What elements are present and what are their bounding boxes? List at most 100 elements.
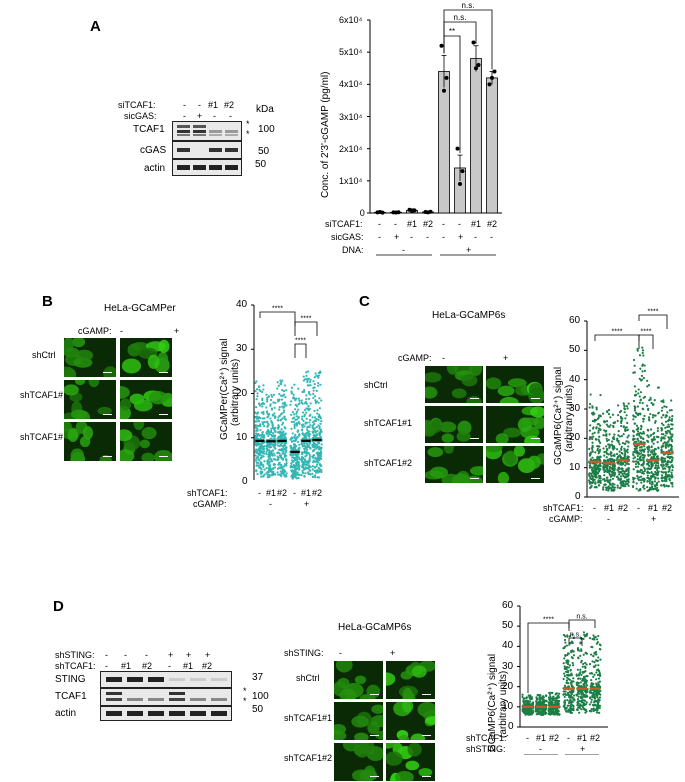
chart-data-point bbox=[279, 454, 283, 457]
chart-data-point bbox=[653, 438, 657, 441]
chart-ytick-label: 20 bbox=[236, 387, 248, 399]
chart-data-point bbox=[300, 451, 303, 454]
chart-data-point bbox=[580, 708, 583, 711]
chart-data-point bbox=[285, 472, 288, 475]
cell-blob bbox=[451, 388, 467, 399]
chart-data-point bbox=[289, 465, 293, 468]
chart-data-point bbox=[584, 666, 587, 669]
chart-data-point bbox=[538, 702, 541, 706]
chart-data-point bbox=[611, 437, 615, 440]
chart-data-point bbox=[584, 675, 587, 678]
chart-data-point bbox=[262, 464, 265, 467]
chart-data-point bbox=[313, 465, 316, 469]
chart-data-point bbox=[283, 455, 286, 458]
chart-data-point bbox=[300, 465, 304, 468]
chart-data-point bbox=[660, 422, 664, 425]
chart-data-point bbox=[295, 415, 298, 418]
chart-data-point bbox=[660, 409, 663, 412]
chart-data-point bbox=[633, 364, 636, 367]
chart-data-point bbox=[638, 446, 642, 449]
cell-blob bbox=[367, 721, 380, 735]
chart-data-point bbox=[284, 432, 287, 435]
chart-a-row-label: DNA: bbox=[342, 245, 364, 255]
chart-data-point bbox=[319, 429, 322, 432]
cell-blob bbox=[360, 743, 375, 754]
chart-data-point bbox=[602, 434, 605, 437]
chart-data-point bbox=[624, 469, 627, 472]
chart-data-point bbox=[260, 441, 263, 444]
chart-data-point bbox=[549, 702, 552, 705]
chart-data-point bbox=[641, 407, 644, 410]
chart-a-x-row2: - bbox=[490, 232, 493, 242]
chart-data-point bbox=[317, 371, 321, 375]
chart-data-point bbox=[308, 418, 312, 422]
chart-data-point bbox=[605, 410, 609, 413]
chart-data-point bbox=[305, 397, 308, 401]
chart-data-point bbox=[588, 447, 591, 451]
chart-data-point bbox=[599, 455, 602, 459]
blot-a-lane-val: - bbox=[213, 111, 216, 121]
chart-data-point bbox=[315, 447, 318, 450]
chart-data-point bbox=[272, 427, 275, 430]
chart-data-point bbox=[593, 697, 597, 700]
chart-a-ytick-label: 0 bbox=[359, 208, 365, 218]
chart-data-point bbox=[607, 489, 610, 492]
chart-data-point bbox=[627, 484, 630, 487]
chart-data-point bbox=[576, 701, 579, 704]
chart-data-point bbox=[671, 414, 674, 418]
chart-data-point bbox=[563, 672, 566, 675]
band-label-actin: actin bbox=[144, 163, 166, 174]
chart-data-point bbox=[575, 674, 578, 677]
chart-data-point bbox=[588, 438, 591, 441]
chart-data-point bbox=[622, 425, 626, 428]
chart-data-point bbox=[584, 680, 587, 683]
band-label-sting: STING bbox=[55, 674, 86, 685]
cell-blob bbox=[139, 439, 150, 449]
chart-data-point bbox=[570, 692, 573, 696]
cell-blob bbox=[486, 446, 503, 453]
chart-data-point bbox=[590, 683, 593, 686]
chart-data-point bbox=[635, 440, 638, 443]
chart-data-point bbox=[564, 641, 567, 644]
chart-data-point bbox=[300, 399, 303, 402]
scale-bar bbox=[370, 775, 379, 777]
chart-data-point bbox=[622, 474, 625, 477]
chart-data-point bbox=[643, 468, 647, 471]
chart-data-point bbox=[282, 411, 285, 414]
chart-data-point bbox=[572, 677, 575, 680]
chart-data-point bbox=[641, 370, 644, 373]
chart-data-point bbox=[655, 455, 659, 458]
chart-data-point bbox=[549, 691, 553, 694]
chart-data-point bbox=[668, 474, 671, 478]
chart-sig-label: **** bbox=[543, 617, 554, 624]
row-label: shTCAF1#1 bbox=[284, 713, 333, 723]
chart-data-point bbox=[567, 652, 570, 655]
chart-data-point bbox=[276, 455, 279, 458]
chart-data-point bbox=[626, 407, 629, 410]
micrograph-cells bbox=[486, 446, 544, 483]
panel-letter-b: B bbox=[42, 293, 53, 310]
chart-data-point bbox=[291, 453, 294, 456]
chart-data-point bbox=[634, 390, 637, 393]
chart-data-point bbox=[255, 469, 258, 472]
chart-data-point bbox=[597, 664, 600, 667]
chart-data-point bbox=[591, 703, 595, 707]
chart-data-point bbox=[654, 487, 657, 490]
chart-data-point bbox=[282, 430, 285, 433]
chart-data-point bbox=[582, 653, 585, 656]
chart-data-point bbox=[665, 432, 669, 435]
chart-data-point bbox=[598, 435, 601, 438]
chart-data-point bbox=[616, 437, 619, 440]
chart-data-point bbox=[553, 713, 556, 716]
chart-data-point bbox=[545, 704, 548, 707]
cell-blob bbox=[64, 384, 79, 396]
chart-data-point bbox=[577, 684, 580, 687]
chart-data-point bbox=[278, 430, 282, 433]
chart-data-point bbox=[613, 458, 616, 462]
chart-data-point bbox=[563, 638, 567, 642]
chart-x-row1: - bbox=[258, 488, 261, 498]
chart-data-point bbox=[591, 660, 594, 663]
chart-data-point bbox=[593, 431, 596, 434]
chart-data-point bbox=[568, 678, 572, 681]
chart-data-point bbox=[597, 677, 601, 680]
